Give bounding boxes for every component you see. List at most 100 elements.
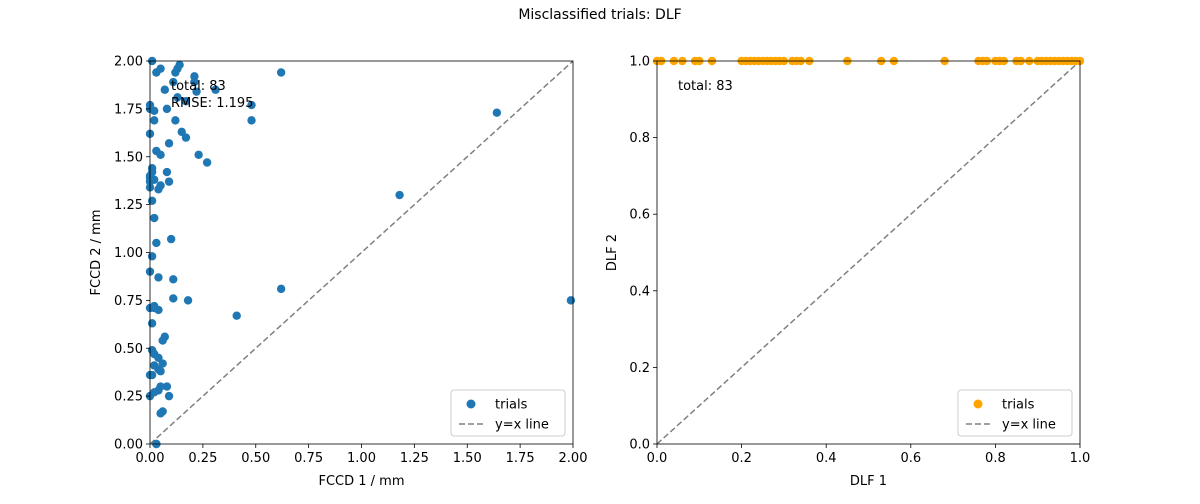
data-point-14 bbox=[181, 97, 191, 106]
x-tick-label: 1.75 bbox=[506, 451, 535, 466]
x-tick-label: 0.2 bbox=[731, 451, 752, 466]
data-point-62 bbox=[158, 359, 167, 368]
y-tick-label: 1.50 bbox=[114, 150, 143, 165]
data-point-29 bbox=[194, 150, 203, 160]
data-point-55 bbox=[232, 311, 241, 320]
x-tick-label: 0.8 bbox=[985, 451, 1006, 466]
y-tick-label: 0.8 bbox=[629, 131, 650, 146]
data-point-10 bbox=[211, 85, 220, 94]
data-point-42 bbox=[150, 213, 159, 223]
data-point-9 bbox=[276, 68, 286, 77]
x-tick-label: 0.6 bbox=[900, 451, 921, 466]
y-tick-label: 0.6 bbox=[629, 208, 650, 223]
legend-marker-trials bbox=[973, 399, 983, 409]
x-axis-label: DLF 1 bbox=[850, 474, 887, 489]
plot-frame bbox=[656, 60, 1081, 445]
x-tick-label: 1.0 bbox=[1070, 451, 1091, 466]
data-point-44 bbox=[152, 238, 161, 248]
y-tick-label: 1.75 bbox=[114, 102, 143, 117]
data-point-41 bbox=[147, 196, 157, 205]
chart-2: 0.0 0.2 0.4 0.6 0.8 1.0 0.0 0.2 0.4 0.6 0.8 1.0 DLF … bbox=[605, 55, 1090, 490]
y-tick-label: 0.4 bbox=[629, 284, 650, 299]
x-tick-label: 1.50 bbox=[453, 451, 482, 466]
data-point-8 bbox=[169, 77, 178, 87]
x-tick-label: 1.00 bbox=[347, 451, 376, 466]
data-point-5 bbox=[171, 68, 180, 77]
annotation-text: RMSE: 1.195 bbox=[171, 96, 253, 111]
data-point-28 bbox=[156, 150, 165, 160]
data-point-22 bbox=[150, 116, 159, 125]
x-tick-label: 0.0 bbox=[647, 451, 668, 466]
x-tick-label: 0.75 bbox=[294, 451, 323, 466]
data-point-26 bbox=[164, 139, 174, 148]
data-point-65 bbox=[156, 367, 165, 376]
data-point-23 bbox=[177, 127, 186, 137]
data-point-20 bbox=[247, 116, 256, 125]
y-tick-label: 2.00 bbox=[114, 55, 143, 70]
data-point-74 bbox=[156, 409, 165, 418]
legend: trials y=x line bbox=[450, 389, 566, 437]
data-point-48 bbox=[154, 273, 163, 282]
data-point-38 bbox=[154, 185, 163, 194]
data-point-19 bbox=[171, 116, 180, 125]
data-point-49 bbox=[276, 284, 286, 294]
data-point-24 bbox=[181, 133, 191, 142]
data-point-52 bbox=[566, 296, 576, 305]
data-point-7 bbox=[190, 77, 199, 87]
reference-line bbox=[150, 61, 573, 444]
legend-label-trials: trials bbox=[1002, 398, 1035, 413]
data-point-2 bbox=[156, 64, 165, 73]
y-tick-label: 0.2 bbox=[629, 361, 650, 376]
x-tick-label: 0.4 bbox=[816, 451, 837, 466]
x-tick-label: 0.00 bbox=[136, 451, 165, 466]
y-tick-label: 0.0 bbox=[629, 438, 650, 453]
data-point-40 bbox=[395, 190, 404, 200]
figure-title: Misclassified trials: DLF bbox=[518, 7, 682, 23]
data-point-56 bbox=[147, 319, 157, 328]
y-axis-label: FCCD 2 / mm bbox=[89, 209, 104, 295]
y-tick-label: 0.50 bbox=[114, 342, 143, 357]
data-point-61 bbox=[154, 353, 163, 363]
x-tick-label: 0.50 bbox=[241, 451, 270, 466]
data-point-71 bbox=[164, 391, 174, 401]
data-point-13 bbox=[173, 93, 182, 102]
data-point-21 bbox=[492, 108, 502, 117]
annotation-text: total: 83 bbox=[678, 79, 733, 94]
data-point-15 bbox=[247, 100, 256, 110]
legend-label-reference-line: y=x line bbox=[1002, 418, 1056, 433]
data-point-18 bbox=[162, 104, 172, 114]
data-point-50 bbox=[169, 294, 178, 303]
x-tick-label: 2.00 bbox=[559, 451, 588, 466]
data-point-51 bbox=[183, 296, 193, 305]
data-point-11 bbox=[192, 87, 201, 96]
data-point-36 bbox=[164, 177, 174, 186]
y-tick-label: 1.0 bbox=[629, 55, 650, 70]
annotation-text: total: 83 bbox=[171, 79, 226, 94]
data-point-58 bbox=[158, 336, 167, 345]
data-point-78 bbox=[150, 303, 159, 313]
legend-label-trials: trials bbox=[495, 398, 528, 413]
data-point-67 bbox=[162, 382, 172, 391]
legend: trials y=x line bbox=[957, 389, 1073, 437]
data-point-6 bbox=[190, 72, 199, 81]
data-point-4 bbox=[175, 60, 184, 70]
y-tick-label: 1.25 bbox=[114, 198, 143, 213]
y-tick-label: 0.75 bbox=[114, 294, 143, 309]
data-point-45 bbox=[147, 252, 157, 261]
y-axis-label: DLF 2 bbox=[605, 234, 620, 271]
data-point-33 bbox=[162, 167, 172, 177]
data-point-43 bbox=[166, 234, 176, 244]
y-tick-label: 0.00 bbox=[114, 438, 143, 453]
legend-label-reference-line: y=x line bbox=[495, 418, 549, 433]
x-tick-label: 1.25 bbox=[400, 451, 429, 466]
data-point-30 bbox=[202, 158, 212, 167]
data-point-12 bbox=[160, 85, 170, 94]
y-tick-label: 1.00 bbox=[114, 246, 143, 261]
data-point-47 bbox=[169, 275, 178, 284]
series-trials bbox=[145, 56, 576, 449]
x-axis-label: FCCD 1 / mm bbox=[318, 474, 404, 489]
legend-marker-trials bbox=[466, 399, 476, 409]
x-tick-label: 0.25 bbox=[188, 451, 217, 466]
